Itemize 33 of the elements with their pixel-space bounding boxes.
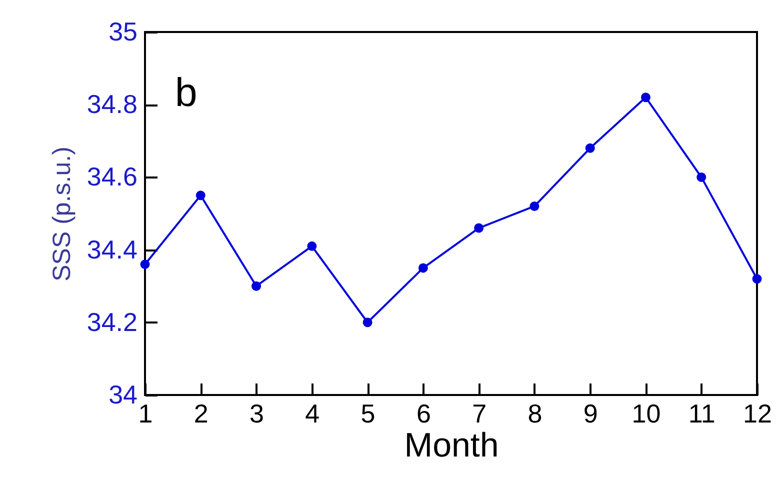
- x-tick-label: 7: [472, 398, 487, 428]
- point: [696, 172, 706, 182]
- x-tick-label: 5: [360, 398, 376, 428]
- point: [530, 202, 540, 211]
- point: [585, 143, 595, 153]
- y-tick-label: 34.2: [86, 306, 138, 337]
- x-tick-label: 12: [743, 398, 772, 428]
- point: [474, 223, 484, 233]
- point: [140, 260, 150, 270]
- y-tick-label: 34.4: [86, 234, 138, 264]
- x-tick-label: 3: [250, 398, 264, 428]
- point: [640, 92, 650, 102]
- x-tick-label: 11: [688, 398, 716, 428]
- x-tick-label: 4: [305, 398, 320, 428]
- y-axis-title: SSS (p.s.u.): [48, 146, 76, 282]
- x-tick-label: 6: [416, 398, 431, 428]
- annotation: b: [175, 71, 198, 115]
- point: [418, 263, 428, 273]
- point: [307, 241, 317, 251]
- x-axis-title: Month: [404, 426, 499, 464]
- y-tick-label: 35: [108, 16, 138, 46]
- point: [752, 274, 762, 284]
- x-tick-label: 2: [194, 398, 208, 428]
- x-tick-label: 9: [583, 398, 598, 428]
- point: [362, 318, 372, 328]
- y-tick-label: 34.6: [86, 162, 138, 192]
- x-tick-label: 10: [632, 398, 661, 428]
- x-tick-label: 8: [528, 398, 542, 428]
- point: [252, 281, 262, 291]
- y-tick-label: 34.8: [86, 89, 138, 120]
- y-tick-label: 34: [108, 380, 138, 410]
- point: [196, 190, 206, 200]
- x-tick-label: 1: [138, 398, 153, 428]
